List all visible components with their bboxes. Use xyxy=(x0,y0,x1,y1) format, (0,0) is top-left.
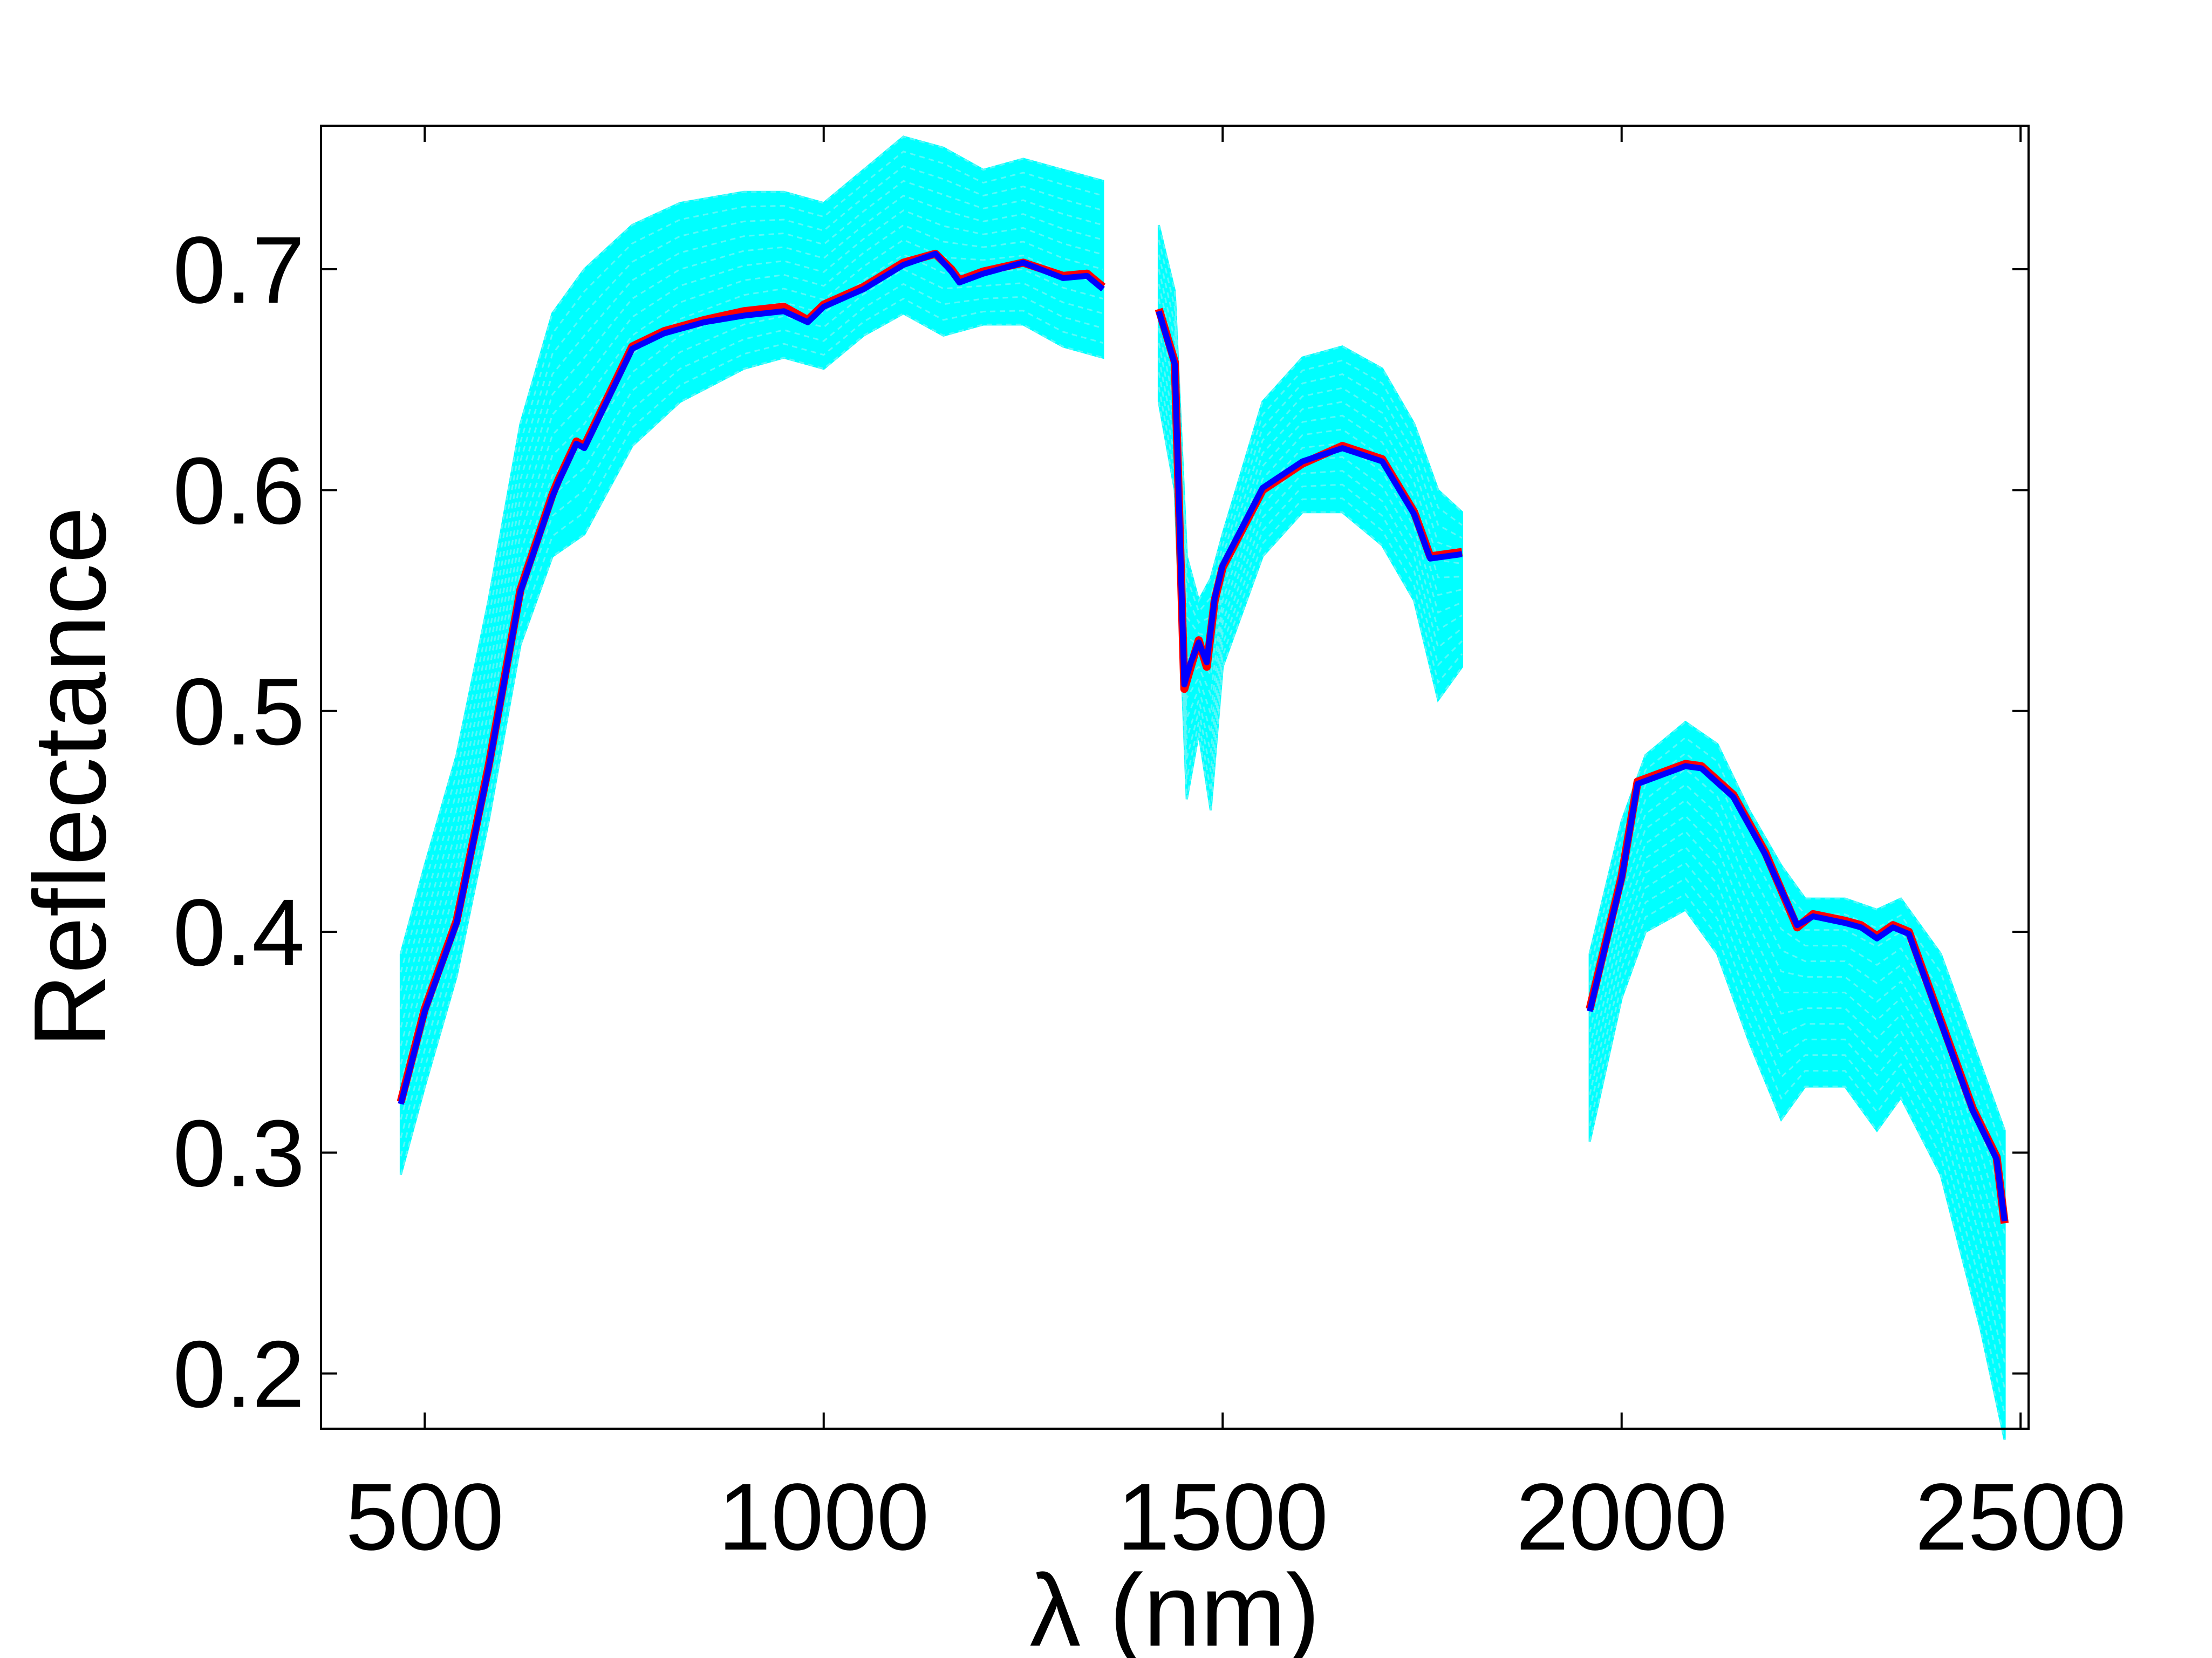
ensemble-line xyxy=(400,209,1103,1046)
ensemble-line xyxy=(1158,283,1463,658)
ensemble-line xyxy=(400,312,1103,1175)
y-tick-label: 0.3 xyxy=(173,1101,305,1206)
ensemble-line xyxy=(400,194,1103,1028)
ensemble-line xyxy=(1589,783,2006,1234)
ensemble-line xyxy=(1158,357,1463,753)
y-axis-title: Reflectance xyxy=(13,507,127,1048)
series-lines xyxy=(397,249,2009,1224)
x-tick-label: 1500 xyxy=(1117,1464,1328,1570)
x-tick-label: 1000 xyxy=(718,1464,930,1570)
ensemble-line xyxy=(1589,893,2006,1415)
ensemble-line xyxy=(1589,846,2006,1337)
ensemble-line xyxy=(1589,862,2006,1363)
series-line-1-segment-1 xyxy=(1156,310,1463,688)
ensemble-line xyxy=(400,165,1103,991)
ensemble-line xyxy=(1158,401,1463,811)
ensemble-line xyxy=(400,151,1103,973)
ensemble-line xyxy=(400,180,1103,1009)
ensemble-line xyxy=(1158,224,1463,603)
ensemble-line xyxy=(1589,721,2006,1131)
ensemble-line xyxy=(1589,830,2006,1312)
plot-frame xyxy=(320,125,2030,1430)
ensemble-line xyxy=(1589,736,2006,1157)
y-tick-label: 0.2 xyxy=(173,1322,305,1428)
ensemble-line xyxy=(400,238,1103,1083)
ensemble-line xyxy=(1589,909,2006,1440)
ensemble-line xyxy=(1589,799,2006,1260)
x-tick-label: 2000 xyxy=(1516,1464,1728,1570)
ensemble-line xyxy=(1158,240,1463,613)
x-tick-label: 2500 xyxy=(1915,1464,2126,1570)
ensemble-line xyxy=(1158,387,1463,792)
series-line-1-segment-2 xyxy=(1587,763,2008,1222)
series-line-1-segment-0 xyxy=(398,250,1105,1105)
x-axis-ticks: 500 1000 1500 2000 2500 xyxy=(345,126,2126,1570)
ensemble-line xyxy=(1158,254,1463,624)
x-axis-title: λ (nm) xyxy=(1029,1553,1320,1658)
y-tick-label: 0.7 xyxy=(173,217,305,323)
y-tick-label: 0.5 xyxy=(173,659,305,765)
y-tick-label: 0.4 xyxy=(173,880,305,986)
ensemble-line xyxy=(1158,372,1463,772)
ensemble-line xyxy=(1158,343,1463,733)
y-tick-label: 0.6 xyxy=(173,438,305,544)
ensemble-line xyxy=(400,297,1103,1157)
ensemble-line xyxy=(400,224,1103,1065)
y-axis-ticks: 0.2 0.3 0.4 0.5 0.6 0.7 xyxy=(173,217,2029,1428)
x-tick-label: 500 xyxy=(345,1464,504,1570)
ensemble-line xyxy=(1589,877,2006,1389)
ensemble-line xyxy=(1158,269,1463,638)
ensemble-line xyxy=(400,135,1103,954)
